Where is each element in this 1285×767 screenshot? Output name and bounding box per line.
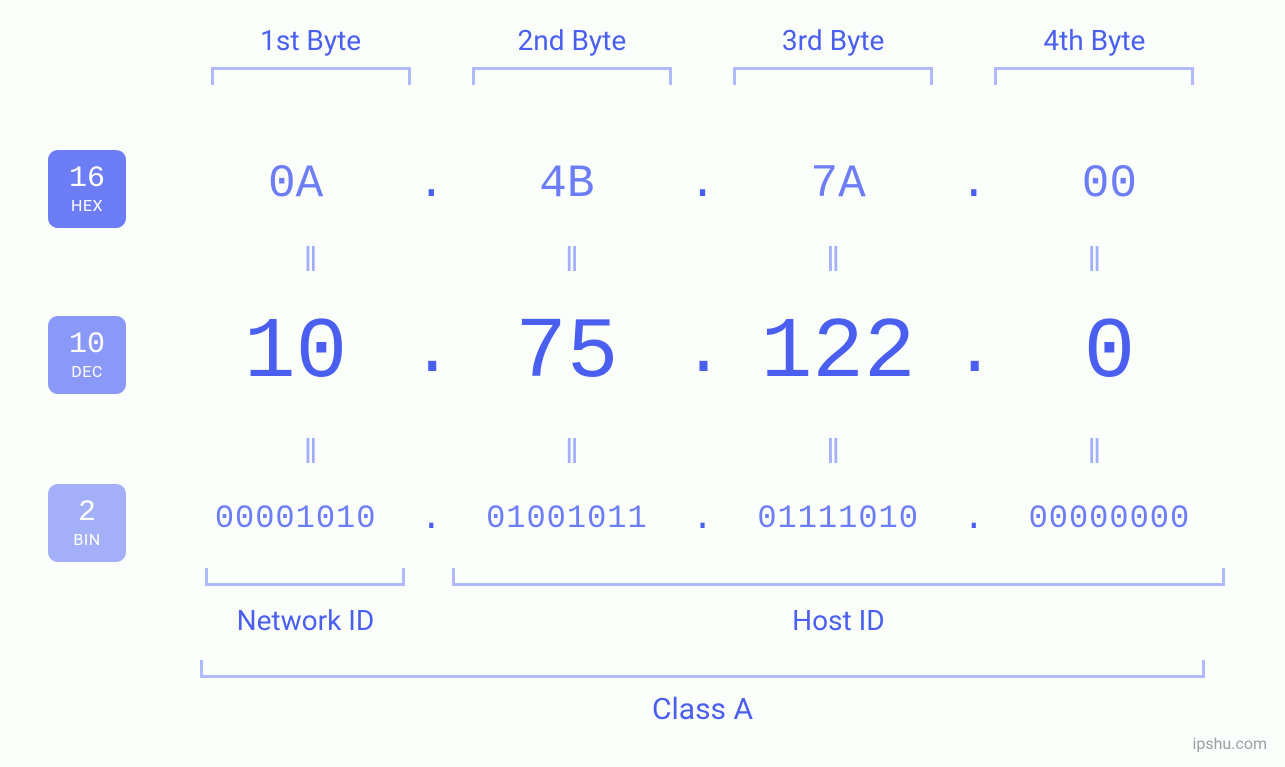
byte-header-4: 4th Byte: [964, 24, 1225, 85]
badge-bin: 2 BIN: [48, 484, 126, 562]
bin-row: 00001010 . 01001011 . 01111010 . 0000000…: [180, 498, 1225, 539]
separator-dot: .: [954, 314, 994, 393]
badge-hex: 16 HEX: [48, 150, 126, 228]
separator-dot: .: [683, 158, 723, 210]
dec-byte-2: 75: [515, 304, 618, 402]
bin-byte-2: 01001011: [486, 500, 648, 537]
hex-row: 0A . 4B . 7A . 00: [180, 158, 1225, 210]
equals-row: ‖ ‖ ‖ ‖: [180, 240, 1225, 280]
byte-header-row: 1st Byte 2nd Byte 3rd Byte 4th Byte: [180, 24, 1225, 85]
bracket-bottom-icon: [452, 568, 1225, 586]
network-id-group: Network ID: [180, 568, 431, 637]
dec-byte-1: 10: [244, 304, 347, 402]
byte-header-1: 1st Byte: [180, 24, 441, 85]
host-id-label: Host ID: [452, 604, 1225, 637]
separator-dot: .: [411, 158, 451, 210]
dec-row: 10 . 75 . 122 . 0: [180, 310, 1225, 396]
class-label: Class A: [200, 692, 1205, 727]
bin-byte-4: 00000000: [1029, 500, 1191, 537]
badge-label: BIN: [73, 530, 100, 549]
hex-byte-4: 00: [1082, 158, 1137, 210]
bracket-top-icon: [211, 67, 411, 85]
byte-header-label: 3rd Byte: [703, 24, 964, 57]
equals-icon: ‖: [180, 432, 441, 472]
byte-header-label: 4th Byte: [964, 24, 1225, 57]
network-id-label: Network ID: [180, 604, 431, 637]
separator-dot: .: [683, 314, 723, 393]
badge-label: DEC: [71, 362, 103, 381]
bracket-bottom-icon: [200, 660, 1205, 678]
hex-byte-3: 7A: [811, 158, 866, 210]
separator-dot: .: [954, 158, 994, 210]
equals-icon: ‖: [703, 240, 964, 280]
equals-icon: ‖: [180, 240, 441, 280]
byte-header-3: 3rd Byte: [703, 24, 964, 85]
bracket-top-icon: [472, 67, 672, 85]
separator-dot: .: [954, 498, 994, 539]
equals-icon: ‖: [964, 240, 1225, 280]
byte-header-label: 1st Byte: [180, 24, 441, 57]
equals-icon: ‖: [441, 240, 702, 280]
bin-byte-3: 01111010: [757, 500, 919, 537]
dec-byte-3: 122: [761, 304, 916, 402]
bracket-bottom-icon: [205, 568, 405, 586]
equals-icon: ‖: [441, 432, 702, 472]
separator-dot: .: [411, 498, 451, 539]
hex-byte-2: 4B: [539, 158, 594, 210]
equals-row: ‖ ‖ ‖ ‖: [180, 432, 1225, 472]
equals-icon: ‖: [964, 432, 1225, 472]
bracket-top-icon: [733, 67, 933, 85]
equals-icon: ‖: [703, 432, 964, 472]
separator-dot: .: [411, 314, 451, 393]
bracket-top-icon: [994, 67, 1194, 85]
badge-label: HEX: [71, 196, 103, 215]
badge-base: 10: [69, 330, 105, 360]
bin-byte-1: 00001010: [215, 500, 377, 537]
byte-header-2: 2nd Byte: [441, 24, 702, 85]
watermark: ipshu.com: [1192, 734, 1267, 753]
class-group: Class A: [200, 660, 1205, 727]
separator-dot: .: [683, 498, 723, 539]
host-id-group: Host ID: [452, 568, 1225, 637]
badge-base: 16: [69, 164, 105, 194]
badge-dec: 10 DEC: [48, 316, 126, 394]
hex-byte-1: 0A: [268, 158, 323, 210]
dec-byte-4: 0: [1084, 304, 1136, 402]
byte-header-label: 2nd Byte: [441, 24, 702, 57]
badge-base: 2: [78, 498, 96, 528]
